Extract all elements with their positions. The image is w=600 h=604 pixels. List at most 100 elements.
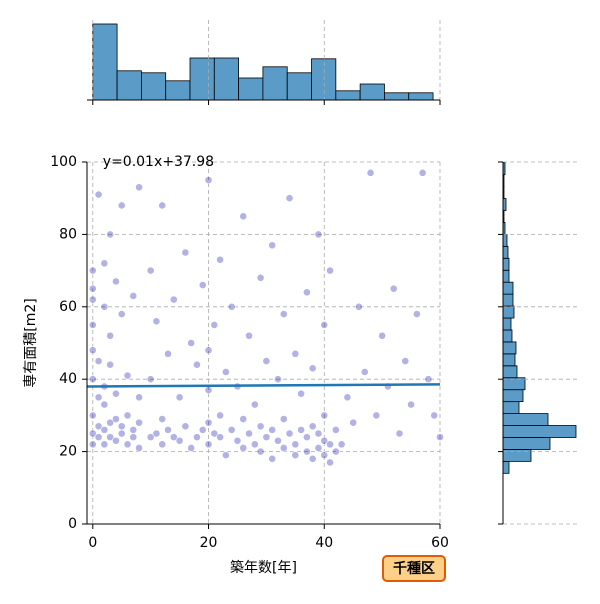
hist-bar bbox=[502, 353, 516, 367]
point bbox=[100, 302, 109, 311]
point bbox=[94, 393, 103, 402]
point bbox=[320, 320, 329, 329]
point bbox=[88, 440, 97, 449]
point bbox=[326, 266, 334, 275]
point bbox=[129, 425, 138, 434]
point bbox=[94, 190, 103, 199]
point bbox=[117, 429, 126, 438]
point bbox=[216, 433, 224, 442]
point bbox=[100, 400, 109, 409]
hist-bar bbox=[502, 413, 549, 426]
point bbox=[250, 400, 259, 409]
point bbox=[106, 418, 115, 427]
point bbox=[239, 444, 248, 452]
point bbox=[94, 422, 103, 431]
x-tick-label: 0 bbox=[88, 535, 97, 551]
y-tick-label: 100 bbox=[50, 154, 77, 170]
point bbox=[239, 415, 248, 423]
point bbox=[320, 436, 329, 445]
point bbox=[360, 368, 369, 376]
point bbox=[355, 302, 363, 311]
point bbox=[303, 447, 311, 456]
hist-bar bbox=[189, 57, 215, 101]
point bbox=[245, 331, 253, 340]
point bbox=[308, 454, 317, 463]
hist-bar bbox=[311, 58, 337, 101]
point bbox=[227, 302, 236, 311]
point bbox=[181, 422, 190, 431]
hist-bar bbox=[502, 317, 512, 331]
hist-bar bbox=[502, 281, 514, 295]
hist-bar bbox=[502, 460, 510, 474]
point bbox=[407, 400, 415, 409]
point bbox=[135, 444, 143, 452]
point bbox=[303, 288, 311, 297]
point bbox=[112, 389, 120, 398]
point bbox=[175, 436, 184, 445]
point bbox=[158, 415, 167, 423]
point bbox=[239, 212, 248, 221]
y-tick-label: 60 bbox=[59, 299, 77, 315]
point bbox=[164, 425, 172, 434]
hist-bar bbox=[502, 389, 524, 403]
point bbox=[198, 425, 207, 434]
point bbox=[88, 295, 97, 304]
point bbox=[291, 440, 300, 449]
hist-bar bbox=[502, 269, 510, 283]
point bbox=[412, 310, 421, 318]
point bbox=[204, 346, 213, 355]
point bbox=[291, 451, 300, 460]
point bbox=[285, 429, 294, 438]
point bbox=[256, 273, 265, 282]
point bbox=[378, 331, 387, 340]
point bbox=[88, 320, 97, 329]
point bbox=[268, 241, 277, 250]
point bbox=[106, 230, 115, 239]
point bbox=[106, 331, 115, 340]
hist-bar bbox=[165, 80, 191, 101]
fit-line bbox=[86, 383, 441, 388]
hist-bar bbox=[502, 329, 513, 343]
point bbox=[117, 310, 126, 318]
point bbox=[331, 425, 340, 434]
point bbox=[94, 357, 103, 365]
hist-bar bbox=[502, 257, 510, 271]
point bbox=[274, 375, 282, 384]
point bbox=[308, 364, 317, 373]
point bbox=[204, 418, 213, 427]
point bbox=[210, 429, 219, 438]
point bbox=[135, 418, 143, 427]
point bbox=[100, 259, 109, 268]
point bbox=[331, 447, 340, 456]
point bbox=[146, 375, 155, 384]
point bbox=[279, 444, 288, 452]
hist-bar bbox=[502, 293, 514, 307]
hist-bar bbox=[92, 23, 118, 101]
point bbox=[227, 425, 236, 434]
point bbox=[135, 393, 143, 402]
point bbox=[169, 433, 178, 442]
point bbox=[88, 375, 97, 384]
x-axis-label: 築年数[年] bbox=[230, 560, 297, 576]
point bbox=[245, 429, 253, 438]
point bbox=[366, 168, 375, 177]
point bbox=[204, 176, 213, 184]
point bbox=[152, 317, 161, 326]
point bbox=[389, 284, 398, 293]
point bbox=[187, 339, 196, 347]
point bbox=[181, 248, 190, 257]
hist-bar bbox=[359, 83, 385, 101]
point bbox=[100, 440, 109, 449]
point bbox=[129, 433, 138, 442]
point bbox=[372, 411, 381, 420]
hist-bar bbox=[116, 70, 142, 101]
hist-bar bbox=[502, 305, 515, 319]
point bbox=[320, 451, 329, 460]
point bbox=[112, 415, 120, 423]
hist-bar bbox=[502, 401, 520, 414]
point bbox=[169, 295, 178, 304]
point bbox=[187, 444, 196, 452]
hist-bar bbox=[213, 57, 240, 101]
